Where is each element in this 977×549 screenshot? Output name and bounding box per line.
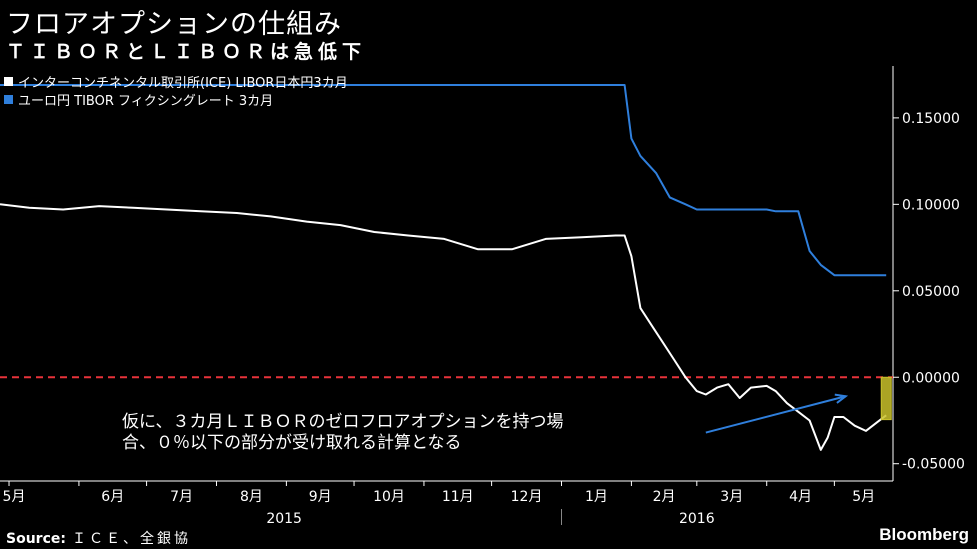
y-tick-label: 0.00000 [902, 370, 960, 386]
legend: インターコンチネンタル取引所(ICE) LIBOR日本円3カ月 ユーロ円 TIB… [4, 72, 348, 109]
annotation-line-1: 仮に、３カ月ＬＩＢＯＲのゼロフロアオプションを持つ場 [122, 412, 564, 432]
x-tick-label: 6月 [101, 489, 124, 505]
x-tick-label: 7月 [170, 489, 193, 505]
x-tick-label: 5月 [3, 489, 26, 505]
legend-swatch-tibor [4, 94, 13, 104]
x-tick-label: 3月 [720, 489, 743, 505]
chart-title: フロアオプションの仕組み [6, 9, 342, 40]
chart-subtitle: ＴＩＢＯＲとＬＩＢＯＲは急低下 [6, 41, 367, 63]
x-tick-label: 8月 [240, 489, 263, 505]
below-zero-highlight [880, 376, 892, 421]
y-tick-label: 0.10000 [902, 197, 960, 213]
x-tick-label: 10月 [373, 489, 405, 505]
x-tick-label: 12月 [511, 489, 543, 505]
annotation-arrow-head [834, 393, 849, 404]
x-tick-label: 11月 [442, 489, 474, 505]
legend-swatch-libor [4, 76, 13, 86]
x-tick-label: 9月 [309, 489, 332, 505]
source-value: ＩＣＥ、全銀協 [71, 531, 191, 547]
x-tick-label: 5月 [852, 489, 875, 505]
x-tick-label: 2月 [653, 489, 676, 505]
y-tick-label: -0.05000 [902, 457, 965, 473]
x-tick-label: 1月 [585, 489, 608, 505]
year-label: 2015 [266, 511, 302, 527]
legend-item-tibor: ユーロ円 TIBOR フィクシングレート 3カ月 [4, 90, 348, 109]
legend-item-libor: インターコンチネンタル取引所(ICE) LIBOR日本円3カ月 [4, 72, 348, 91]
bloomberg-logo: Bloomberg [879, 525, 969, 544]
legend-label-libor: インターコンチネンタル取引所(ICE) LIBOR日本円3カ月 [18, 75, 348, 91]
source-label: Source: [6, 531, 66, 547]
annotation-line-2: 合、０％以下の部分が受け取れる計算となる [122, 433, 462, 453]
y-tick-label: 0.05000 [902, 284, 960, 300]
annotation-arrow [705, 395, 846, 434]
annotation-text: 仮に、３カ月ＬＩＢＯＲのゼロフロアオプションを持つ場 合、０％以下の部分が受け取… [122, 412, 564, 454]
legend-label-tibor: ユーロ円 TIBOR フィクシングレート 3カ月 [18, 93, 274, 109]
tibor-series-line [0, 84, 887, 277]
libor-series-line [0, 203, 887, 451]
y-tick-label: 0.15000 [902, 111, 960, 127]
source-note: Source: ＩＣＥ、全銀協 [6, 528, 191, 548]
x-tick-label: 4月 [789, 489, 812, 505]
year-label: 2016 [679, 511, 715, 527]
